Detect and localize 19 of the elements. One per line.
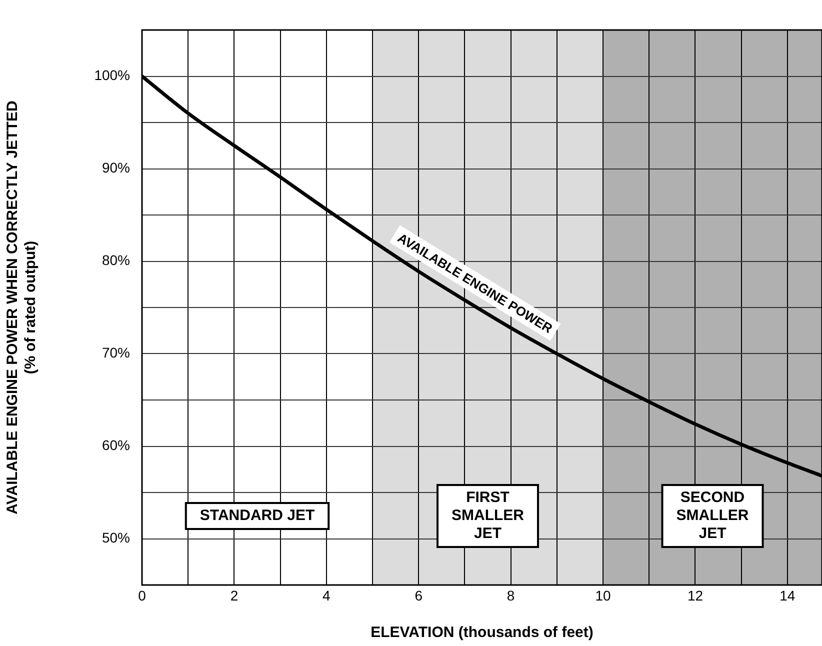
x-tick-label: 12 bbox=[687, 587, 704, 604]
y-tick-label: 50% bbox=[102, 530, 130, 546]
band-label: SECOND SMALLER JET bbox=[676, 489, 749, 542]
x-tick-label: 14 bbox=[780, 587, 796, 604]
x-tick-label: 8 bbox=[506, 587, 515, 604]
y-axis-title: AVAILABLE ENGINE POWER WHEN CORRECTLY JETTED (% of rated output) bbox=[4, 100, 40, 514]
y-tick-label: 70% bbox=[102, 344, 130, 361]
y-tick-label: 60% bbox=[102, 437, 130, 454]
band-label: FIRST SMALLER JET bbox=[452, 489, 524, 542]
y-tick-label: 80% bbox=[102, 252, 130, 268]
y-tick-label: 90% bbox=[102, 160, 130, 176]
annotation: STANDARD JET bbox=[200, 507, 315, 524]
x-tick-label: 10 bbox=[595, 587, 612, 604]
x-tick-label: 6 bbox=[414, 587, 423, 604]
y-tick-label: 100% bbox=[94, 67, 130, 84]
x-tick-label: 4 bbox=[322, 587, 331, 604]
x-tick-label: 2 bbox=[230, 587, 238, 604]
x-tick-label: 0 bbox=[138, 587, 146, 604]
x-axis-title: ELEVATION (thousands of feet) bbox=[370, 624, 594, 642]
